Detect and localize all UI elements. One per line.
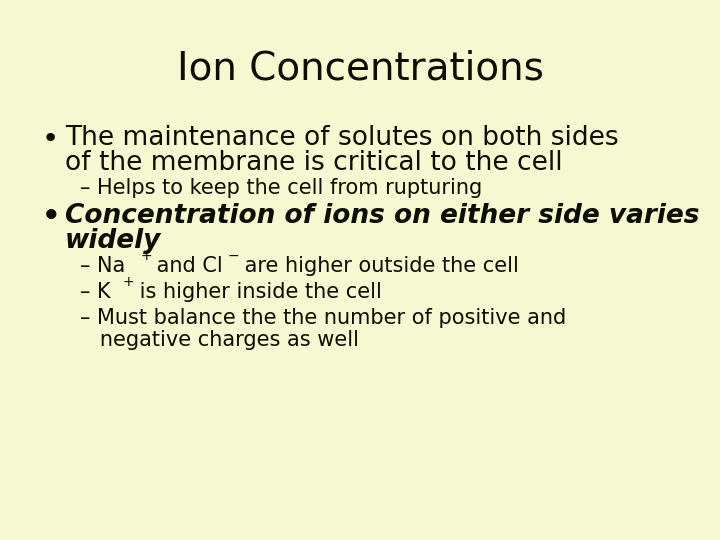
Text: widely: widely <box>65 228 161 254</box>
Text: are higher outside the cell: are higher outside the cell <box>238 256 519 276</box>
Text: Ion Concentrations: Ion Concentrations <box>176 50 544 88</box>
Text: The maintenance of solutes on both sides: The maintenance of solutes on both sides <box>65 125 618 151</box>
Text: is higher inside the cell: is higher inside the cell <box>133 282 382 302</box>
Text: – K: – K <box>80 282 111 302</box>
Text: •: • <box>42 203 60 231</box>
Text: +: + <box>140 249 152 263</box>
Text: – Na: – Na <box>80 256 125 276</box>
Text: – Helps to keep the cell from rupturing: – Helps to keep the cell from rupturing <box>80 178 482 198</box>
Text: Concentration of ions on either side varies: Concentration of ions on either side var… <box>65 203 700 229</box>
Text: negative charges as well: negative charges as well <box>80 330 359 350</box>
Text: – Must balance the the number of positive and: – Must balance the the number of positiv… <box>80 308 566 328</box>
Text: −: − <box>228 249 240 263</box>
Text: +: + <box>123 275 135 289</box>
Text: and Cl: and Cl <box>150 256 222 276</box>
Text: •: • <box>42 125 59 153</box>
Text: of the membrane is critical to the cell: of the membrane is critical to the cell <box>65 150 562 176</box>
